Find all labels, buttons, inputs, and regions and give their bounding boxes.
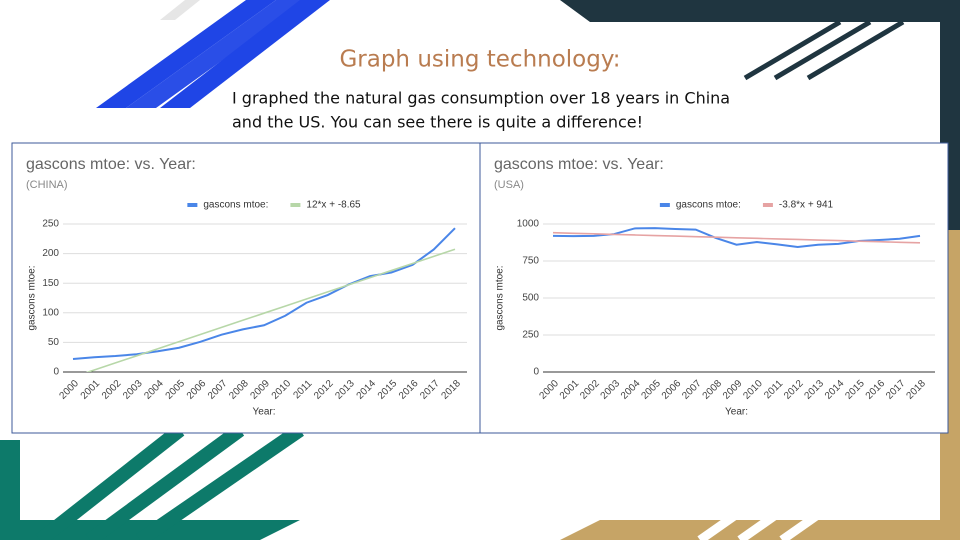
chart: gascons mtoe: vs. Year: (USA) 0 250 500 750 10…	[479, 142, 949, 434]
slide-title: Graph using technology:	[339, 47, 620, 73]
chart-title: gascons mtoe: vs. Year:	[26, 156, 196, 173]
y-tick-label: 0	[533, 367, 539, 378]
y-tick-label: 750	[522, 256, 539, 267]
chart-frame	[479, 142, 949, 434]
y-tick-label: 250	[42, 219, 59, 230]
slide-text: and the US. You can see there is quite a…	[232, 113, 643, 132]
chart: gascons mtoe: vs. Year: (CHINA) 0 50 100 150 2…	[11, 142, 481, 434]
chart-title: gascons mtoe: vs. Year:	[494, 156, 664, 173]
legend: gascons mtoe: 12*x + -8.65	[187, 200, 361, 211]
y-tick-label: 100	[42, 307, 59, 318]
y-tick-label: 50	[48, 337, 60, 348]
trend-line	[85, 248, 456, 372]
stripes-white	[697, 508, 825, 544]
legend: gascons mtoe: -3.8*x + 941	[659, 200, 834, 211]
data-line	[72, 227, 456, 360]
slide-text: I graphed the natural gas consumption ov…	[232, 89, 730, 108]
y-tick-label: 1000	[517, 219, 540, 230]
legend-label: -3.8*x + 941	[779, 200, 834, 211]
stripes-dark	[743, 19, 905, 81]
legend-label: 12*x + -8.65	[306, 200, 361, 211]
y-tick-label: 150	[42, 278, 59, 289]
y-tick-label: 0	[53, 367, 59, 378]
y-tick-label: 500	[522, 293, 539, 304]
trend-line	[552, 231, 921, 244]
chart-subtitle: (CHINA)	[26, 179, 68, 191]
y-tick-label: 250	[522, 330, 539, 341]
stripes-green	[35, 424, 304, 545]
y-axis-label: gascons mtoe:	[27, 265, 38, 330]
chart-subtitle: (USA)	[494, 179, 524, 191]
x-axis-label: Year:	[725, 407, 748, 418]
y-axis-label: gascons mtoe:	[495, 265, 506, 330]
charts: gascons mtoe: vs. Year: (CHINA) 0 50 100 150 2…	[11, 142, 949, 434]
x-axis-label: Year:	[253, 407, 276, 418]
legend-label: gascons mtoe:	[203, 200, 268, 211]
chart-frame	[11, 142, 481, 434]
legend-label: gascons mtoe:	[676, 200, 741, 211]
y-tick-label: 200	[42, 248, 59, 259]
stripes-blue	[96, 0, 330, 108]
